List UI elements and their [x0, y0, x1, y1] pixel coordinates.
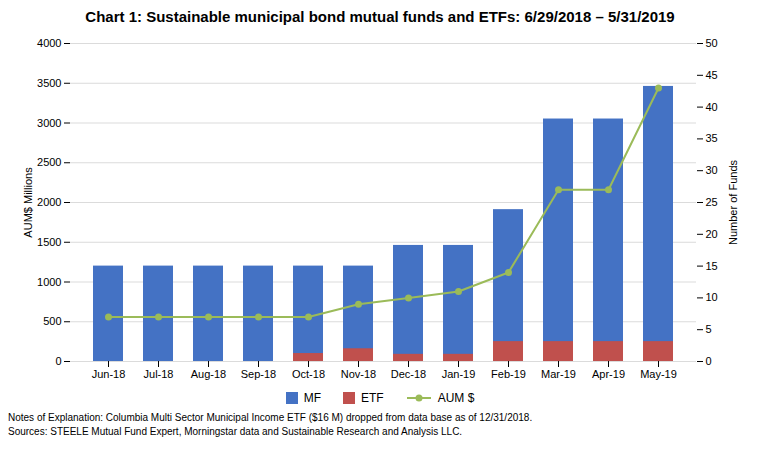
html-text:AUM $: AUM $: [437, 391, 475, 405]
svg-text:Mar-19: Mar-19: [541, 368, 576, 380]
svg-text:Aug-18: Aug-18: [191, 368, 226, 380]
svg-text:Oct-18: Oct-18: [292, 368, 325, 380]
svg-text:0: 0: [706, 355, 712, 367]
svg-text:35: 35: [706, 132, 718, 144]
svg-text:Jan-19: Jan-19: [442, 368, 476, 380]
svg-text:4000: 4000: [37, 37, 61, 49]
svg-text:500: 500: [43, 315, 61, 327]
svg-text:5: 5: [706, 323, 712, 335]
svg-text:0: 0: [55, 355, 61, 367]
svg-text:40: 40: [706, 101, 718, 113]
svg-text:Feb-19: Feb-19: [491, 368, 526, 380]
svg-text:30: 30: [706, 164, 718, 176]
svg-text:2500: 2500: [37, 156, 61, 168]
html-text:Sources: STEELE Mutual Fund Ex: Sources: STEELE Mutual Fund Expert, Morn…: [8, 425, 463, 437]
svg-text:25: 25: [706, 196, 718, 208]
svg-text:50: 50: [706, 37, 718, 49]
svg-text:2000: 2000: [37, 196, 61, 208]
html-text:MF: MF: [303, 391, 321, 405]
svg-text:15: 15: [706, 260, 718, 272]
svg-text:3000: 3000: [37, 117, 61, 129]
svg-text:45: 45: [706, 69, 718, 81]
svg-text:Jul-18: Jul-18: [144, 368, 174, 380]
svg-text:Jun-18: Jun-18: [92, 368, 126, 380]
svg-text:Apr-19: Apr-19: [592, 368, 625, 380]
svg-text:AUM$ Millions: AUM$ Millions: [22, 167, 34, 238]
svg-text:May-19: May-19: [640, 368, 677, 380]
svg-text:3500: 3500: [37, 77, 61, 89]
svg-text:1000: 1000: [37, 276, 61, 288]
svg-text:Nov-18: Nov-18: [341, 368, 376, 380]
svg-text:Dec-18: Dec-18: [391, 368, 426, 380]
svg-text:20: 20: [706, 228, 718, 240]
html-text:ETF: ETF: [361, 391, 384, 405]
svg-text:Sep-18: Sep-18: [241, 368, 276, 380]
svg-text:1500: 1500: [37, 236, 61, 248]
html-text:Chart 1: Sustainable municipal: Chart 1: Sustainable municipal bond mutu…: [85, 8, 675, 25]
svg-text:10: 10: [706, 291, 718, 303]
html-text:Notes of Explanation: Columbia: Notes of Explanation: Columbia Multi Sec…: [8, 412, 533, 423]
svg-text:Number of Funds: Number of Funds: [727, 160, 739, 245]
